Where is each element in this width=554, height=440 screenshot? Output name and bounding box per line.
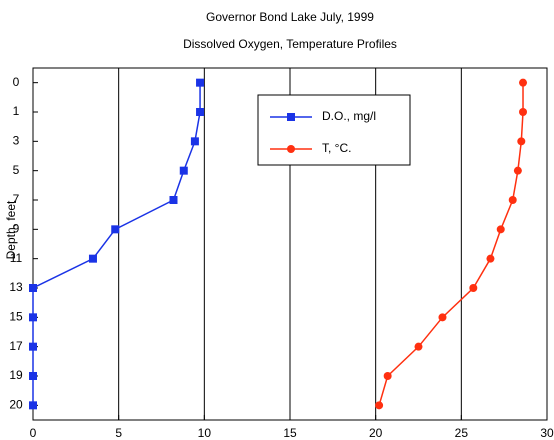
- marker: [438, 313, 447, 322]
- marker: [383, 372, 392, 380]
- y-tick-label: 9: [13, 222, 20, 236]
- x-tick-label: 5: [115, 426, 122, 440]
- series-line: [378, 82, 524, 406]
- x-tick-label: 0: [30, 426, 37, 440]
- legend-marker: [287, 145, 295, 153]
- y-tick-label: 7: [13, 192, 20, 206]
- y-tick-label: 1: [13, 104, 20, 118]
- marker: [29, 342, 37, 351]
- marker: [519, 78, 528, 87]
- chart-title: Governor Bond Lake July, 1999: [206, 10, 374, 24]
- marker: [469, 284, 478, 292]
- y-tick-label: 13: [9, 280, 23, 294]
- marker: [29, 401, 37, 410]
- marker: [111, 225, 120, 234]
- y-tick-label: 5: [13, 163, 20, 177]
- marker: [88, 254, 97, 263]
- marker: [508, 196, 517, 204]
- plot-frame: [32, 67, 548, 421]
- y-axis-title: Depth, feet: [4, 200, 18, 259]
- x-tick-label: 30: [540, 426, 554, 440]
- marker: [496, 225, 505, 234]
- legend-marker: [287, 113, 295, 121]
- marker: [196, 108, 205, 116]
- legend-label: D.O., mg/l: [322, 109, 376, 123]
- marker: [190, 137, 199, 146]
- marker: [179, 166, 188, 175]
- marker: [196, 78, 205, 87]
- marker: [519, 108, 528, 116]
- y-tick-label: 0: [13, 75, 20, 89]
- marker: [513, 166, 522, 175]
- marker: [29, 372, 37, 380]
- marker: [486, 254, 495, 263]
- x-tick-label: 25: [455, 426, 469, 440]
- legend-box: [257, 94, 411, 166]
- marker: [169, 196, 178, 204]
- x-tick-label: 15: [283, 426, 297, 440]
- legend-label: T, °C.: [322, 141, 351, 155]
- marker: [375, 401, 384, 410]
- chart-subtitle: Dissolved Oxygen, Temperature Profiles: [183, 37, 397, 51]
- y-tick-label: 3: [13, 134, 20, 148]
- y-tick-label: 19: [9, 368, 23, 382]
- x-tick-label: 10: [198, 426, 212, 440]
- marker: [29, 313, 37, 322]
- y-tick-label: 17: [9, 339, 23, 353]
- marker: [517, 137, 526, 146]
- marker: [29, 284, 37, 292]
- y-tick-label: 20: [9, 398, 23, 412]
- y-tick-label: 11: [10, 251, 23, 265]
- series-line: [32, 82, 201, 406]
- y-tick-label: 15: [9, 310, 23, 324]
- marker: [414, 342, 423, 351]
- x-tick-label: 20: [369, 426, 383, 440]
